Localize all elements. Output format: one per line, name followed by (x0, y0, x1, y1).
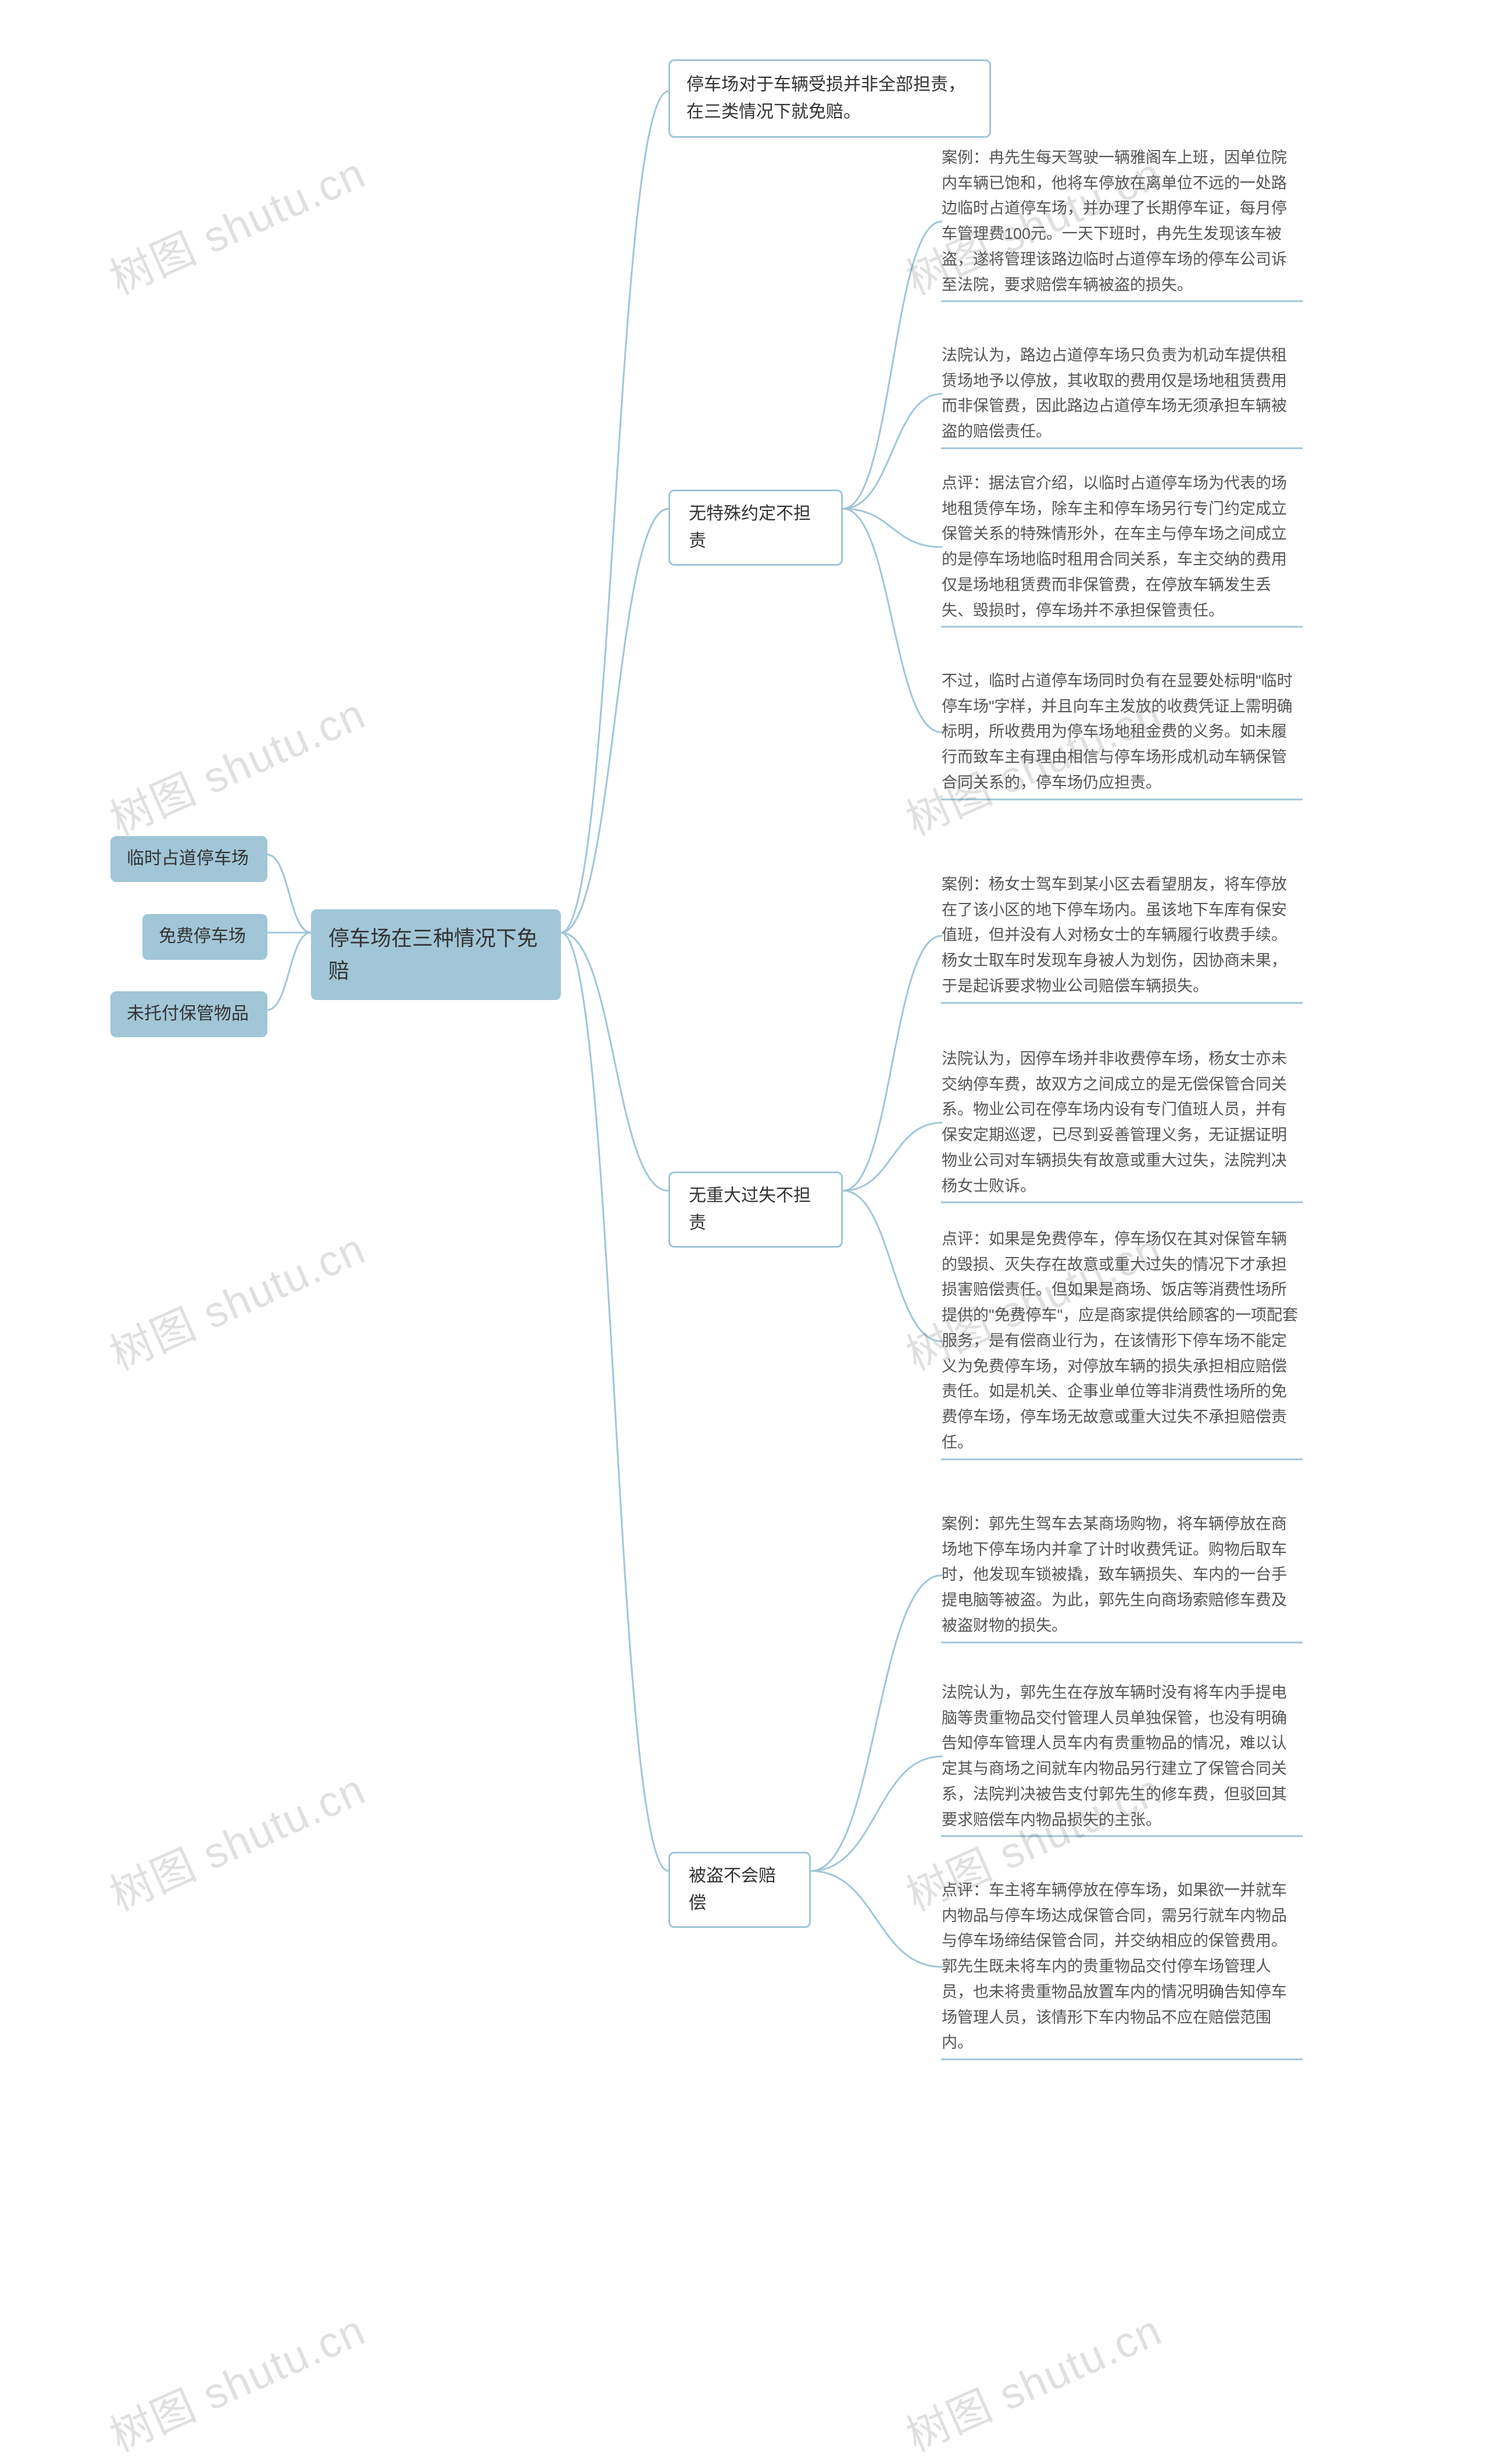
watermark: 树图 shutu.cn (99, 2296, 374, 2464)
left-child-node: 临时占道停车场 (110, 836, 267, 882)
leaf-text: 点评：车主将车辆停放在停车场，如果欲一并就车内物品与停车场达成保管合同，需另行就… (942, 1878, 1302, 2056)
branch-node: 被盗不会赔偿 (668, 1852, 811, 1928)
leaf-text: 案例：杨女士驾车到某小区去看望朋友，将车停放在了该小区的地下停车场内。虽该地下车… (942, 872, 1302, 999)
watermark: 树图 shutu.cn (895, 2296, 1170, 2464)
branch-node: 无重大过失不担责 (668, 1172, 843, 1248)
leaf-text: 不过，临时占道停车场同时负有在显要处标明"临时停车场"字样，并且向车主发放的收费… (942, 669, 1302, 796)
leaf-text: 法院认为，因停车场并非收费停车场，杨女士亦未交纳停车费，故双方之间成立的是无偿保… (942, 1047, 1302, 1199)
leaf-text: 案例：郭先生驾车去某商场购物，将车辆停放在商场地下停车场内并拿了计时收费凭证。购… (942, 1512, 1302, 1639)
root-node: 停车场在三种情况下免赔 (311, 909, 561, 1000)
watermark: 树图 shutu.cn (99, 1215, 374, 1383)
left-child-node: 免费停车场 (142, 914, 267, 960)
leaf-text: 法院认为，郭先生在存放车辆时没有将车内手提电脑等贵重物品交付管理人员单独保管，也… (942, 1680, 1302, 1833)
leaf-text: 法院认为，路边占道停车场只负责为机动车提供租赁场地予以停放，其收取的费用仅是场地… (942, 343, 1302, 445)
watermark: 树图 shutu.cn (99, 1755, 374, 1923)
watermark: 树图 shutu.cn (99, 139, 374, 307)
leaf-text: 点评：据法官介绍，以临时占道停车场为代表的场地租赁停车场，除车主和停车场另行专门… (942, 471, 1302, 623)
leaf-text: 案例：冉先生每天驾驶一辆雅阁车上班，因单位院内车辆已饱和，他将车停放在离单位不远… (942, 145, 1302, 298)
watermark: 树图 shutu.cn (99, 680, 374, 848)
intro-node: 停车场对于车辆受损并非全部担责，在三类情况下就免赔。 (668, 59, 991, 138)
leaf-text: 点评：如果是免费停车，停车场仅在其对保管车辆的毁损、灭失存在故意或重大过失的情况… (942, 1227, 1302, 1456)
branch-node: 无特殊约定不担责 (668, 490, 843, 566)
left-child-node: 未托付保管物品 (110, 991, 267, 1037)
